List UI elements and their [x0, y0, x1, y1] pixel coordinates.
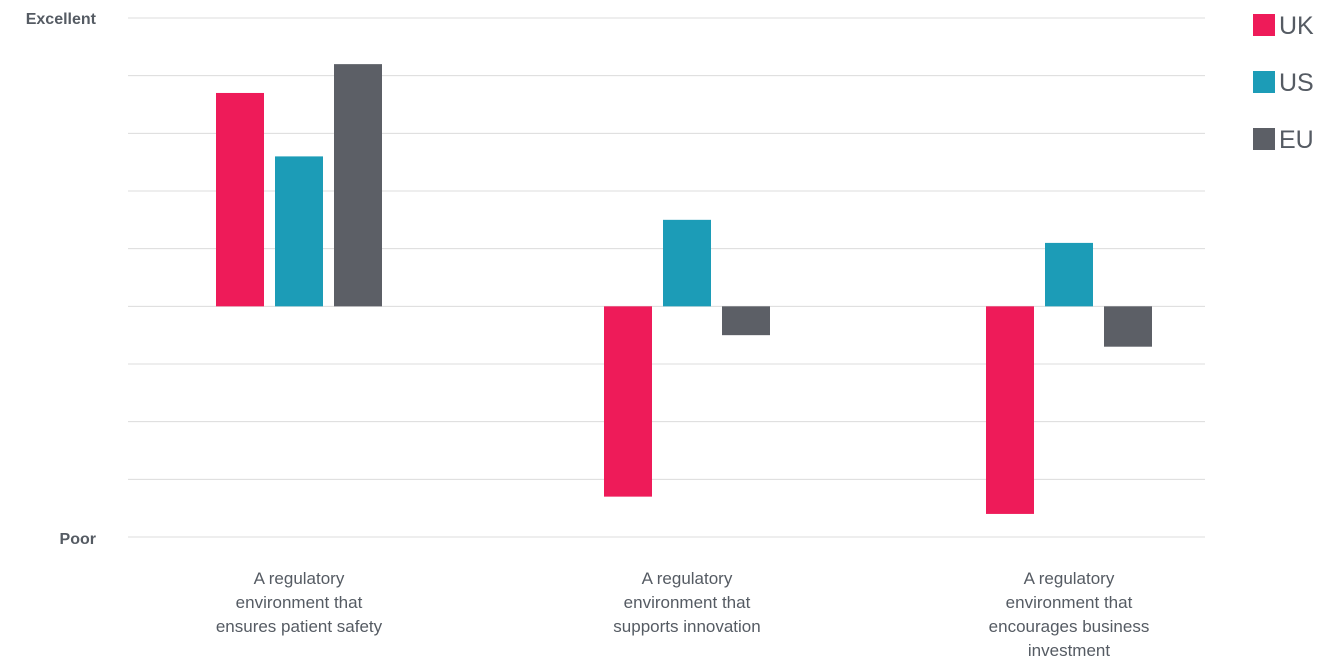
legend-label-us: US	[1279, 69, 1314, 97]
x-tick-label-3: A regulatory environment that encourages b…	[989, 569, 1150, 660]
legend-label-uk: UK	[1279, 12, 1314, 40]
legend-swatch-uk	[1253, 14, 1275, 36]
x-tick-label-line: A regulatory	[1024, 569, 1115, 588]
legend-swatch-eu	[1253, 128, 1275, 150]
legend-label-eu: EU	[1279, 126, 1314, 154]
x-tick-label-line: A regulatory	[642, 569, 733, 588]
bar-uk-1	[216, 92, 264, 307]
bar-uk-3	[986, 306, 1034, 514]
y-tick-label-poor: Poor	[60, 531, 96, 548]
x-tick-label-line: environment that	[624, 593, 751, 612]
x-tick-label-line: A regulatory	[254, 569, 345, 588]
legend: UK US EU	[1253, 12, 1314, 154]
x-tick-label-line: ensures patient safety	[216, 617, 383, 636]
y-axis-tick-labels: Excellent Poor	[26, 11, 97, 548]
x-tick-label-line: investment	[1028, 641, 1110, 660]
bar-us-2	[663, 219, 711, 307]
bar-uk-2	[604, 306, 652, 497]
bar-us-1	[275, 156, 323, 307]
bars	[216, 64, 1152, 514]
x-tick-label-line: environment that	[236, 593, 363, 612]
y-tick-label-excellent: Excellent	[26, 11, 97, 28]
bar-us-3	[1045, 242, 1093, 307]
x-axis-tick-labels: A regulatory environment that ensures pati…	[216, 569, 1150, 660]
bar-eu-3	[1104, 306, 1152, 347]
bar-eu-1	[334, 64, 382, 307]
x-tick-label-1: A regulatory environment that ensures pati…	[216, 569, 383, 636]
x-tick-label-line: supports innovation	[613, 617, 760, 636]
bar-eu-2	[722, 306, 770, 336]
x-tick-label-line: encourages business	[989, 617, 1150, 636]
x-tick-label-line: environment that	[1006, 593, 1133, 612]
x-tick-label-2: A regulatory environment that supports inn…	[613, 569, 760, 636]
legend-swatch-us	[1253, 71, 1275, 93]
